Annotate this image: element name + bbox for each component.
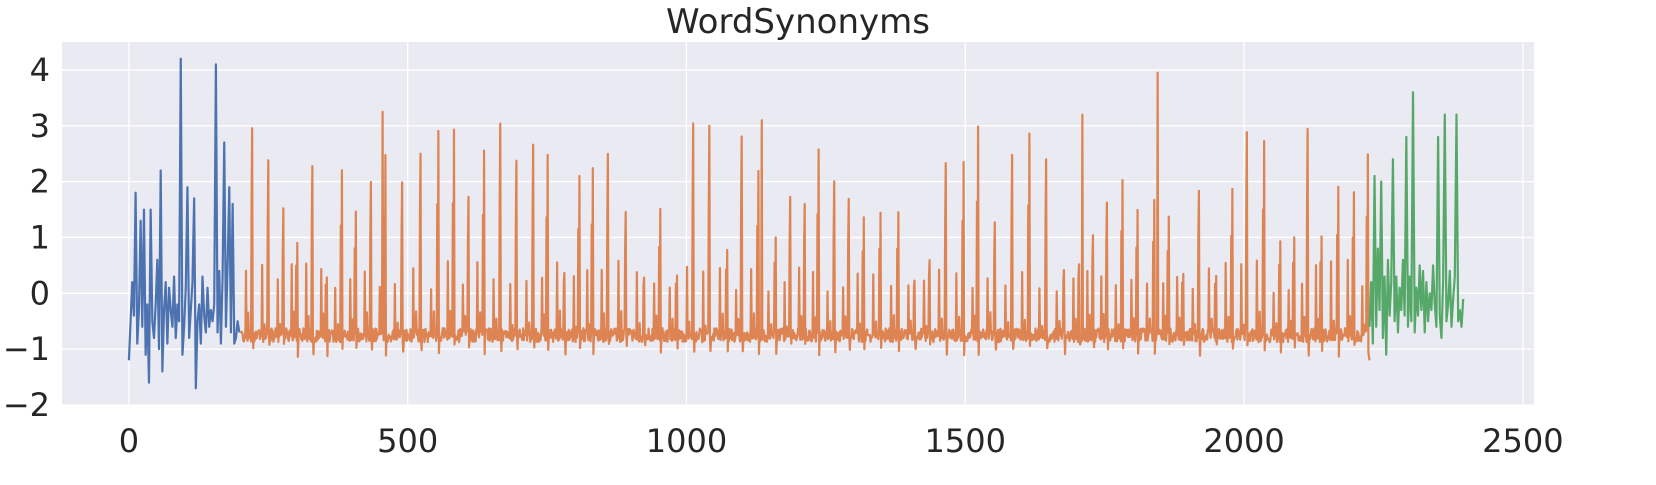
x-tick-label: 2500 <box>1482 422 1563 460</box>
x-tick-label: 1000 <box>646 422 727 460</box>
x-tick-label: 0 <box>119 422 139 460</box>
x-tick-label: 2000 <box>1203 422 1284 460</box>
series-line-3 <box>1368 91 1465 356</box>
y-tick-label: −1 <box>3 330 50 368</box>
series-layer <box>127 57 1465 390</box>
x-tick-label: 500 <box>377 422 438 460</box>
y-tick-label: −2 <box>3 386 50 424</box>
series-line-1 <box>127 57 241 390</box>
tick-labels: 0 500 1000 1500 2000 2500 −2 −1 0 1 2 3 4 <box>3 51 1564 460</box>
x-tick-label: 1500 <box>925 422 1006 460</box>
plot-area <box>62 42 1534 405</box>
y-tick-label: 2 <box>30 163 50 201</box>
chart-title: WordSynonyms <box>666 2 930 42</box>
y-tick-label: 3 <box>30 107 50 145</box>
y-tick-label: 0 <box>30 274 50 312</box>
series-line-2 <box>239 71 1371 361</box>
y-tick-label: 4 <box>30 51 50 89</box>
y-tick-label: 1 <box>30 218 50 256</box>
